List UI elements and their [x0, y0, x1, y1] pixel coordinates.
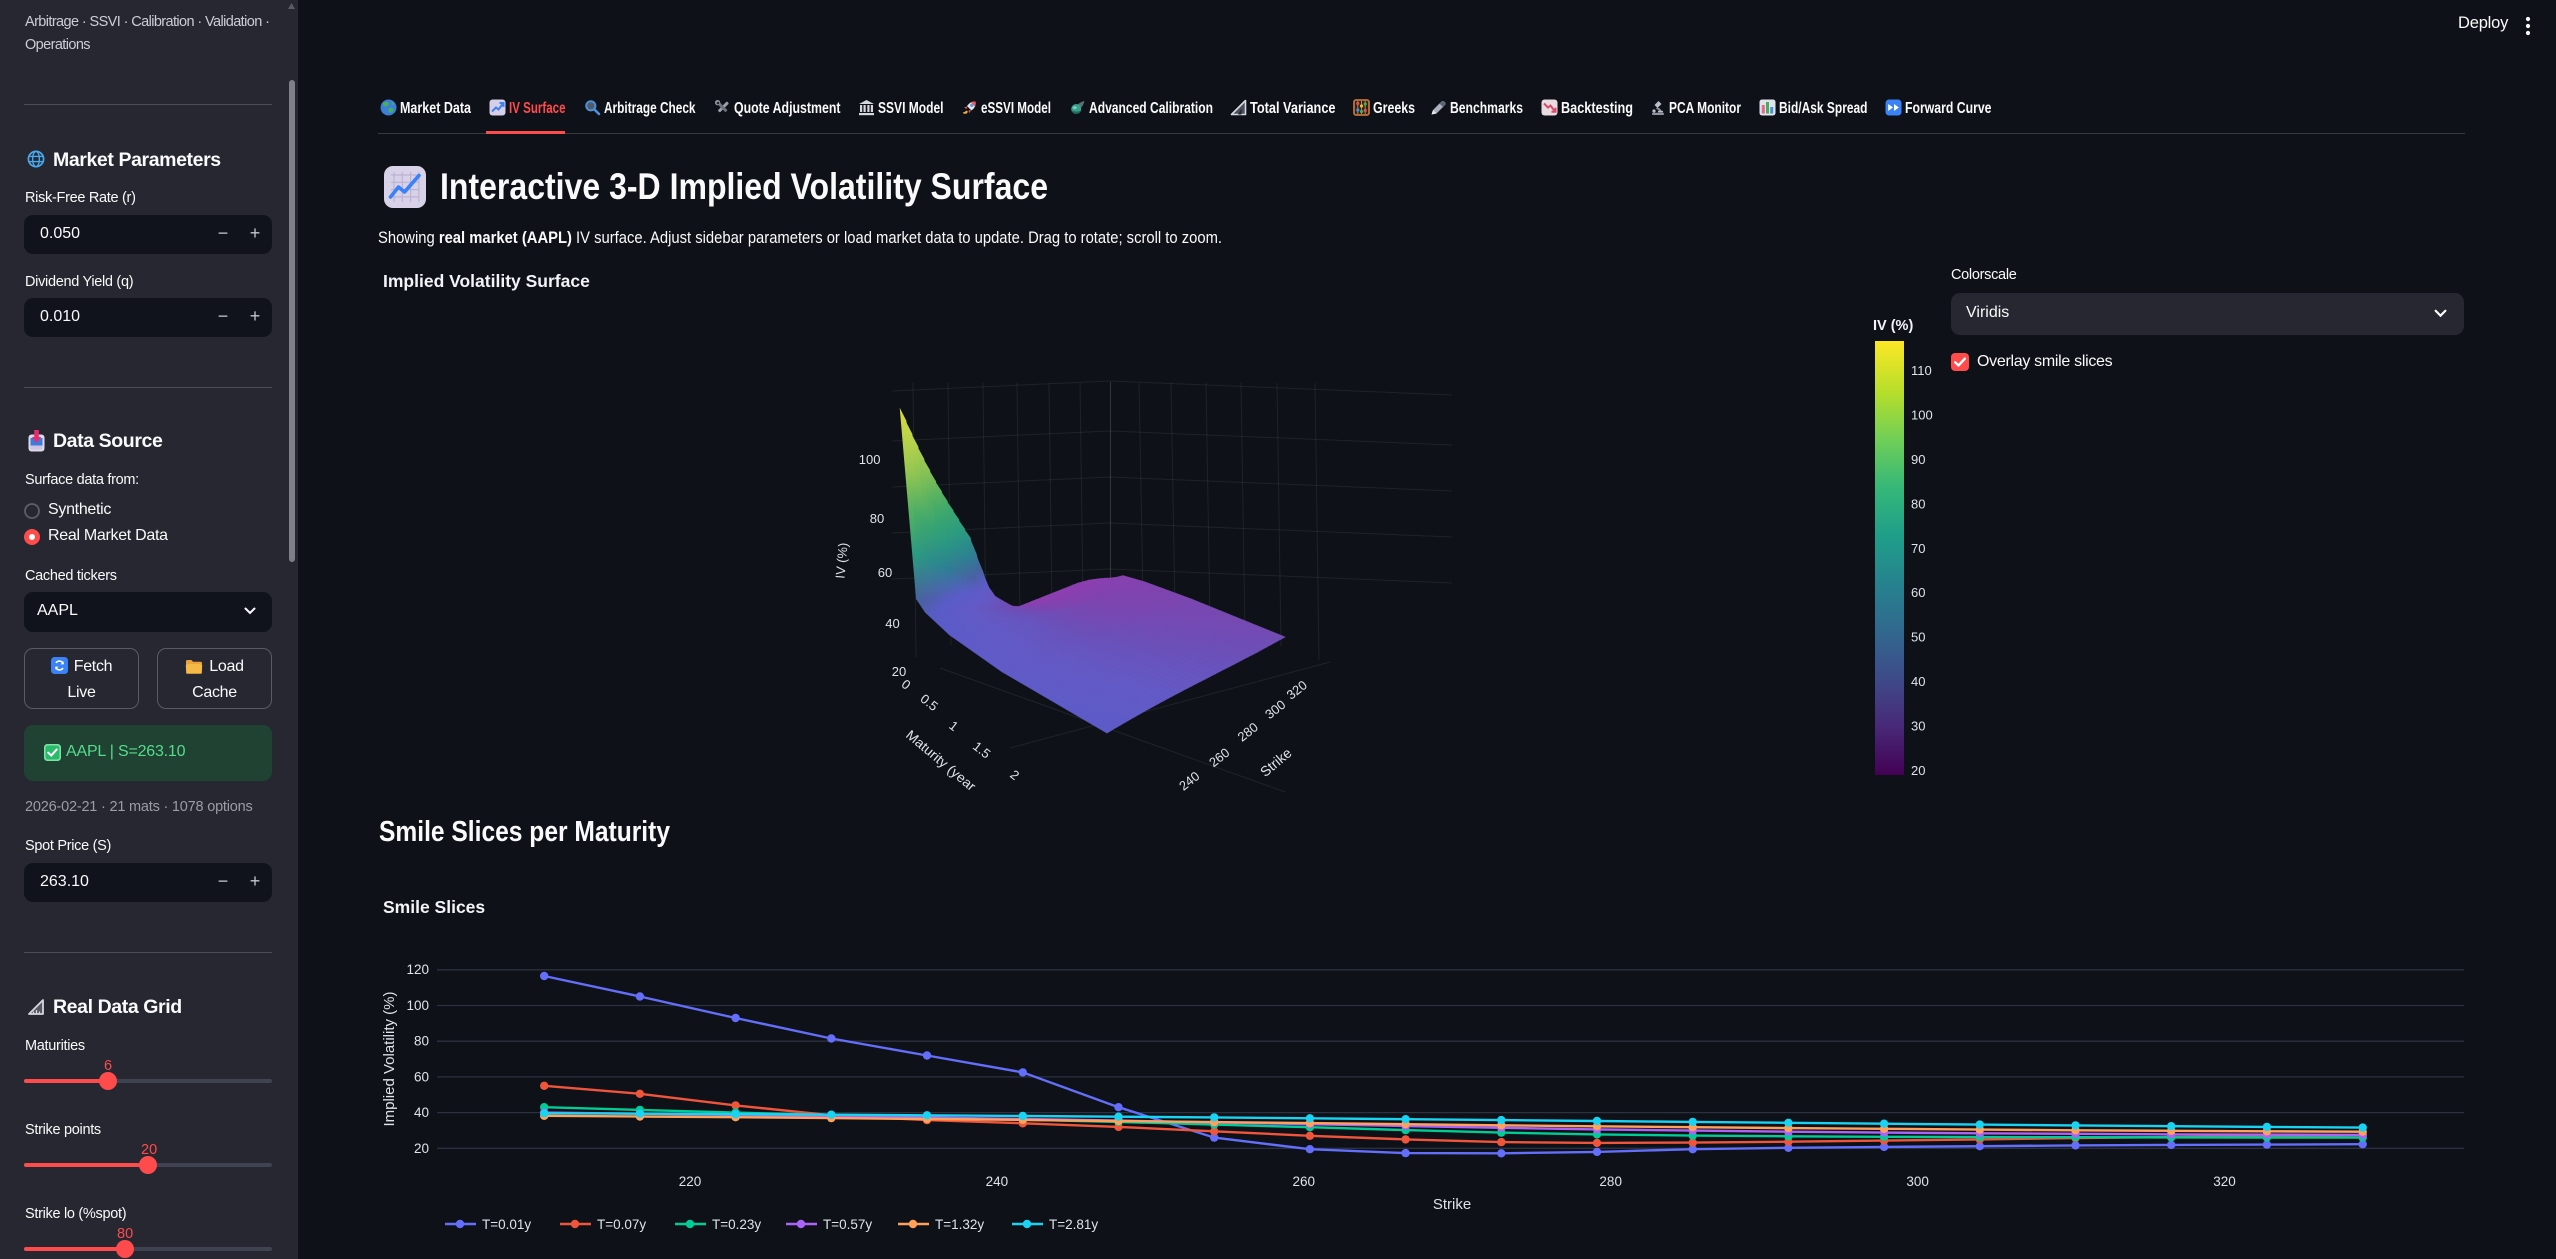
svg-text:110: 110 — [1911, 363, 1932, 378]
svg-text:Advanced Calibration: Advanced Calibration — [1089, 100, 1213, 117]
svg-text:IV (%): IV (%) — [832, 542, 850, 579]
svg-text:IV (%): IV (%) — [1873, 318, 1913, 334]
svg-text:100: 100 — [1911, 407, 1933, 422]
svg-text:220: 220 — [679, 1174, 702, 1189]
svg-text:100: 100 — [406, 998, 429, 1013]
svg-text:260: 260 — [1293, 1174, 1316, 1189]
svg-text:80: 80 — [414, 1034, 429, 1049]
svg-text:Bid/Ask Spread: Bid/Ask Spread — [1779, 100, 1868, 117]
svg-text:Greeks: Greeks — [1373, 100, 1415, 117]
svg-text:eSSVI Model: eSSVI Model — [981, 100, 1051, 117]
svg-text:Smile Slices: Smile Slices — [383, 897, 485, 917]
svg-text:Forward Curve: Forward Curve — [1905, 100, 1992, 117]
svg-text:50: 50 — [1911, 630, 1925, 645]
svg-text:Market Data: Market Data — [400, 100, 471, 117]
svg-text:T=0.23y: T=0.23y — [712, 1217, 761, 1232]
svg-text:Implied Volatility Surface: Implied Volatility Surface — [383, 271, 590, 291]
svg-text:90: 90 — [1911, 452, 1925, 467]
svg-text:60: 60 — [878, 565, 892, 580]
svg-text:280: 280 — [1599, 1174, 1622, 1189]
svg-text:40: 40 — [414, 1105, 429, 1120]
svg-text:IV Surface: IV Surface — [509, 100, 566, 117]
svg-text:300: 300 — [1906, 1174, 1929, 1189]
svg-text:320: 320 — [2213, 1174, 2236, 1189]
svg-text:T=1.32y: T=1.32y — [935, 1217, 984, 1232]
svg-text:Benchmarks: Benchmarks — [1450, 100, 1523, 117]
svg-text:20: 20 — [1911, 763, 1925, 778]
svg-text:20: 20 — [892, 664, 906, 679]
svg-text:40: 40 — [885, 616, 899, 631]
svg-text:PCA Monitor: PCA Monitor — [1669, 100, 1741, 117]
svg-text:T=0.07y: T=0.07y — [597, 1217, 646, 1232]
svg-text:20: 20 — [414, 1141, 429, 1156]
svg-text:Arbitrage Check: Arbitrage Check — [604, 100, 696, 117]
svg-text:80: 80 — [870, 511, 884, 526]
svg-text:T=0.01y: T=0.01y — [482, 1217, 531, 1232]
svg-text:Showing real market (AAPL) IV: Showing real market (AAPL) IV surface. A… — [378, 229, 1222, 247]
svg-text:Implied Volatility (%): Implied Volatility (%) — [381, 991, 398, 1126]
svg-text:60: 60 — [414, 1069, 429, 1084]
svg-text:120: 120 — [406, 962, 429, 977]
svg-text:Strike: Strike — [1433, 1196, 1471, 1213]
svg-text:70: 70 — [1911, 541, 1925, 556]
svg-text:Total Variance: Total Variance — [1250, 100, 1336, 117]
svg-text:80: 80 — [1911, 496, 1925, 511]
svg-text:30: 30 — [1911, 719, 1925, 734]
svg-text:60: 60 — [1911, 585, 1925, 600]
svg-text:Interactive 3-D Implied Volati: Interactive 3-D Implied Volatility Surfa… — [440, 166, 1048, 207]
svg-text:Backtesting: Backtesting — [1561, 100, 1633, 117]
svg-text:Quote Adjustment: Quote Adjustment — [734, 100, 841, 117]
svg-text:40: 40 — [1911, 674, 1925, 689]
svg-text:100: 100 — [859, 452, 881, 467]
svg-text:Smile Slices per Maturity: Smile Slices per Maturity — [379, 816, 670, 848]
svg-text:240: 240 — [986, 1174, 1009, 1189]
svg-text:T=2.81y: T=2.81y — [1049, 1217, 1098, 1232]
svg-text:SSVI Model: SSVI Model — [878, 100, 944, 117]
svg-text:T=0.57y: T=0.57y — [823, 1217, 872, 1232]
